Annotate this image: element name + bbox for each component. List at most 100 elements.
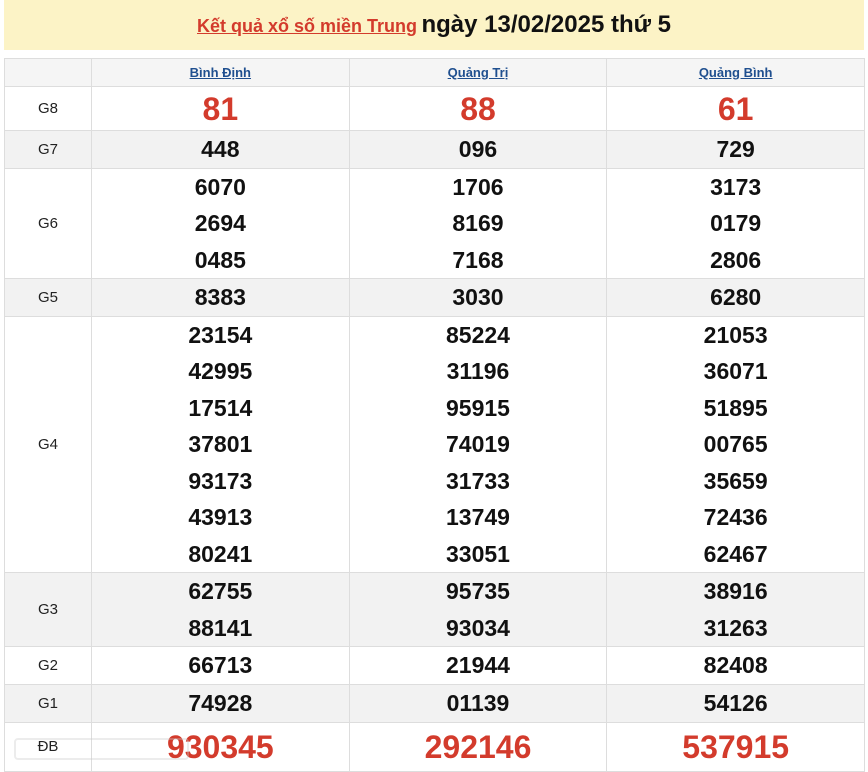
prize-cell: 61 [606, 86, 865, 131]
prize-cell: 54126 [606, 684, 865, 723]
prize-cell: 21944 [348, 646, 608, 685]
prize-number: 2694 [194, 210, 246, 236]
page-title: Kết quả xổ số miền Trung ngày 13/02/2025… [4, 0, 864, 50]
prize-number: 21944 [446, 652, 510, 679]
prize-number: 7168 [452, 246, 504, 273]
province-link[interactable]: Quảng Bình [698, 64, 773, 80]
prize-number: 36071 [703, 358, 768, 384]
prize-number: 93034 [446, 614, 510, 641]
title-link[interactable]: Kết quả xổ số miền Trung [197, 16, 418, 36]
prize-label: G1 [4, 684, 92, 723]
prize-number: 72436 [703, 504, 768, 530]
prize-number: 0179 [710, 210, 762, 236]
prize-cell: 729 [606, 130, 865, 169]
prize-number: 448 [201, 136, 240, 162]
prize-number: 729 [716, 136, 755, 162]
prize-number: 6280 [710, 284, 762, 310]
title-date: ngày 13/02/2025 thứ 5 [421, 11, 671, 38]
prize-row: G2 66713 21944 82408 [4, 646, 865, 685]
prize-cell: 6280 [606, 278, 865, 317]
prize-cell: 62755 88141 [91, 572, 350, 647]
prize-number: 13749 [446, 504, 510, 530]
prize-number: 85224 [446, 321, 510, 348]
prize-number: 62467 [703, 540, 768, 567]
prize-cell: 85224 31196 95915 74019 31733 13749 33051 [348, 315, 608, 573]
prize-number: 31263 [703, 614, 768, 641]
prize-number: 42995 [188, 358, 253, 384]
prize-number: 930345 [166, 728, 274, 765]
prize-number: 66713 [188, 652, 253, 679]
prize-row: G7 448 096 729 [4, 130, 865, 169]
prize-label: G5 [4, 278, 92, 317]
prize-label: G7 [4, 130, 92, 169]
prize-number: 82408 [703, 652, 768, 679]
prize-number: 38916 [703, 578, 768, 604]
prize-number: 8383 [194, 284, 246, 310]
prize-cell: 537915 [606, 721, 865, 772]
prize-row: ĐB 930345 292146 537915 [4, 721, 865, 772]
prize-row: G3 62755 88141 95735 93034 38916 31263 [4, 572, 865, 647]
prize-cell: 3173 0179 2806 [606, 167, 865, 279]
prize-cell: 930345 [91, 721, 350, 772]
province-header: Bình Định [91, 58, 350, 87]
prize-number: 2806 [710, 246, 762, 273]
prize-number: 33051 [446, 540, 510, 567]
province-header: Quảng Trị [348, 58, 608, 87]
header-row: Bình Định Quảng Trị Quảng Bình [4, 58, 865, 87]
prize-number: 95915 [446, 394, 510, 421]
prize-cell: 82408 [606, 646, 865, 685]
prize-number: 74928 [188, 690, 253, 716]
prize-cell: 1706 8169 7168 [348, 167, 608, 279]
prize-number: 35659 [703, 467, 768, 494]
prize-cell: 096 [348, 130, 608, 169]
prize-number: 31196 [446, 358, 510, 384]
prize-cell: 448 [91, 130, 350, 169]
prize-number: 93173 [188, 467, 253, 494]
prize-number: 80241 [188, 540, 253, 567]
prize-number: 43913 [188, 504, 253, 530]
prize-cell: 3030 [348, 278, 608, 317]
prize-cell: 81 [91, 86, 350, 131]
prize-number: 00765 [703, 431, 768, 457]
prize-number: 23154 [188, 321, 253, 348]
prize-number: 0485 [194, 246, 246, 273]
prize-number: 21053 [703, 321, 768, 348]
prize-number: 537915 [682, 728, 790, 765]
prize-label: G8 [4, 86, 92, 131]
prize-number: 17514 [188, 394, 253, 421]
prize-cell: 95735 93034 [348, 572, 608, 647]
prize-number: 61 [717, 90, 754, 127]
prize-row: G4 23154 42995 17514 37801 93173 43913 80241 852… [4, 315, 865, 573]
prize-number: 81 [202, 90, 239, 127]
prize-number: 74019 [446, 431, 510, 457]
prize-row: G1 74928 01139 54126 [4, 684, 865, 723]
prize-cell: 88 [348, 86, 608, 131]
prize-number: 3030 [452, 284, 504, 310]
prize-number: 88141 [188, 614, 253, 641]
prize-number: 95735 [446, 578, 510, 604]
prize-label: G3 [4, 572, 92, 647]
prize-cell: 66713 [91, 646, 350, 685]
prize-label: G4 [4, 315, 92, 573]
results-table: Bình Định Quảng Trị Quảng Bình G8 81 88 61 G… [4, 58, 865, 772]
prize-number: 88 [460, 90, 496, 127]
prize-cell: 74928 [91, 684, 350, 723]
prize-cell: 23154 42995 17514 37801 93173 43913 80241 [91, 315, 350, 573]
prize-row: G5 8383 3030 6280 [4, 278, 865, 317]
province-header: Quảng Bình [606, 58, 865, 87]
province-link[interactable]: Bình Định [189, 64, 252, 80]
prize-label: G6 [4, 167, 92, 279]
prize-label: ĐB [4, 721, 92, 772]
prize-cell: 6070 2694 0485 [91, 167, 350, 279]
prize-number: 292146 [424, 728, 532, 765]
prize-number: 62755 [188, 578, 253, 604]
prize-number: 54126 [703, 690, 768, 716]
prize-cell: 21053 36071 51895 00765 35659 72436 62467 [606, 315, 865, 573]
prize-number: 096 [458, 136, 498, 162]
province-link[interactable]: Quảng Trị [447, 64, 509, 80]
prize-number: 6070 [194, 173, 246, 200]
prize-number: 01139 [446, 690, 510, 716]
prize-row: G8 81 88 61 [4, 86, 865, 131]
prize-number: 31733 [446, 467, 510, 494]
prize-label: G2 [4, 646, 92, 685]
